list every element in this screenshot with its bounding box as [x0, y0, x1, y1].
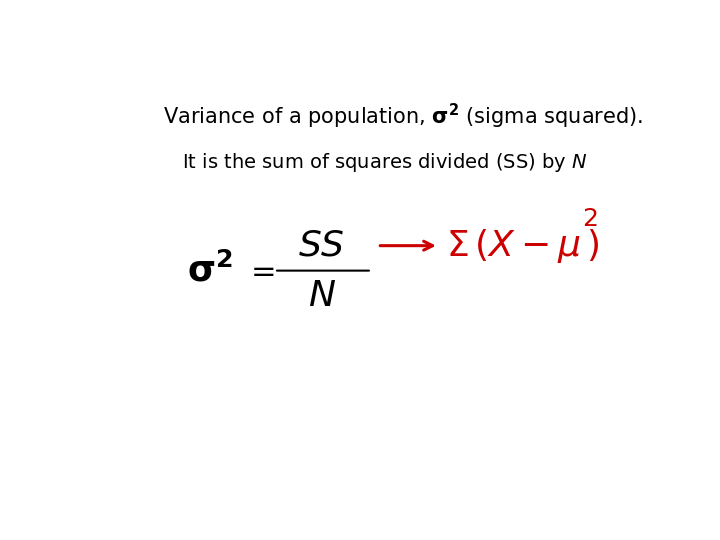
Text: $2$: $2$	[582, 207, 598, 231]
Text: $\mathbf{\sigma^2}$: $\mathbf{\sigma^2}$	[187, 253, 233, 289]
Text: Variance of a population, $\mathbf{\sigma^2}$ (sigma squared).: Variance of a population, $\mathbf{\sigm…	[163, 102, 642, 131]
Text: $\mathit{N}$: $\mathit{N}$	[307, 279, 336, 313]
Text: $=$: $=$	[245, 256, 275, 285]
Text: $\Sigma\,(X-\mu\,)$: $\Sigma\,(X-\mu\,)$	[446, 227, 600, 265]
Text: It is the sum of squares divided (SS) by $\mathit{N}$: It is the sum of squares divided (SS) by…	[182, 151, 588, 174]
Text: $\mathit{SS}$: $\mathit{SS}$	[298, 228, 345, 262]
